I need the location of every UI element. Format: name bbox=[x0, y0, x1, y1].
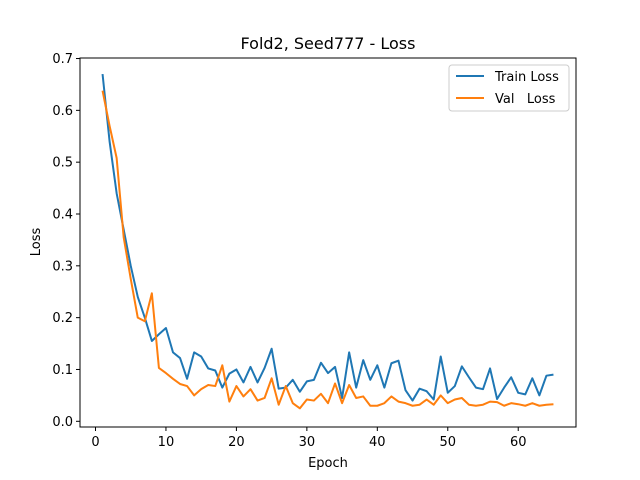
y-tick-label: 0.5 bbox=[52, 156, 73, 171]
x-tick-label: 40 bbox=[369, 435, 386, 450]
x-tick-label: 20 bbox=[228, 435, 245, 450]
val-loss-line bbox=[101, 90, 554, 410]
x-tick-label: 10 bbox=[158, 435, 175, 450]
y-tick-label: 0.1 bbox=[52, 363, 73, 378]
x-axis-label: Epoch bbox=[308, 456, 348, 471]
y-tick-label: 0.4 bbox=[52, 207, 73, 222]
plot-frame bbox=[79, 57, 577, 428]
y-tick-label: 0.7 bbox=[52, 52, 73, 67]
x-tick-label: 50 bbox=[439, 435, 456, 450]
legend-label-train-loss: Train Loss bbox=[494, 70, 559, 85]
x-tick-label: 60 bbox=[510, 435, 527, 450]
y-axis-label: Loss bbox=[29, 228, 44, 257]
ticks-group: 0 10 20 30 40 50 60 0.0 0.1 0.2 0.3 0.4 0.5 0.6 0.7 bbox=[52, 52, 526, 450]
legend: Train Loss Val Loss bbox=[448, 64, 570, 112]
y-tick-label: 0.2 bbox=[52, 311, 73, 326]
chart-title: Fold2, Seed777 - Loss bbox=[241, 34, 416, 53]
y-tick-label: 0.6 bbox=[52, 104, 73, 119]
y-tick-label: 0.3 bbox=[52, 259, 73, 274]
series-lines bbox=[101, 73, 554, 410]
x-tick-label: 30 bbox=[299, 435, 316, 450]
train-loss-line bbox=[101, 73, 554, 402]
x-tick-label: 0 bbox=[91, 435, 99, 450]
y-tick-label: 0.0 bbox=[52, 415, 73, 430]
legend-label-val-loss: Val Loss bbox=[495, 92, 556, 107]
